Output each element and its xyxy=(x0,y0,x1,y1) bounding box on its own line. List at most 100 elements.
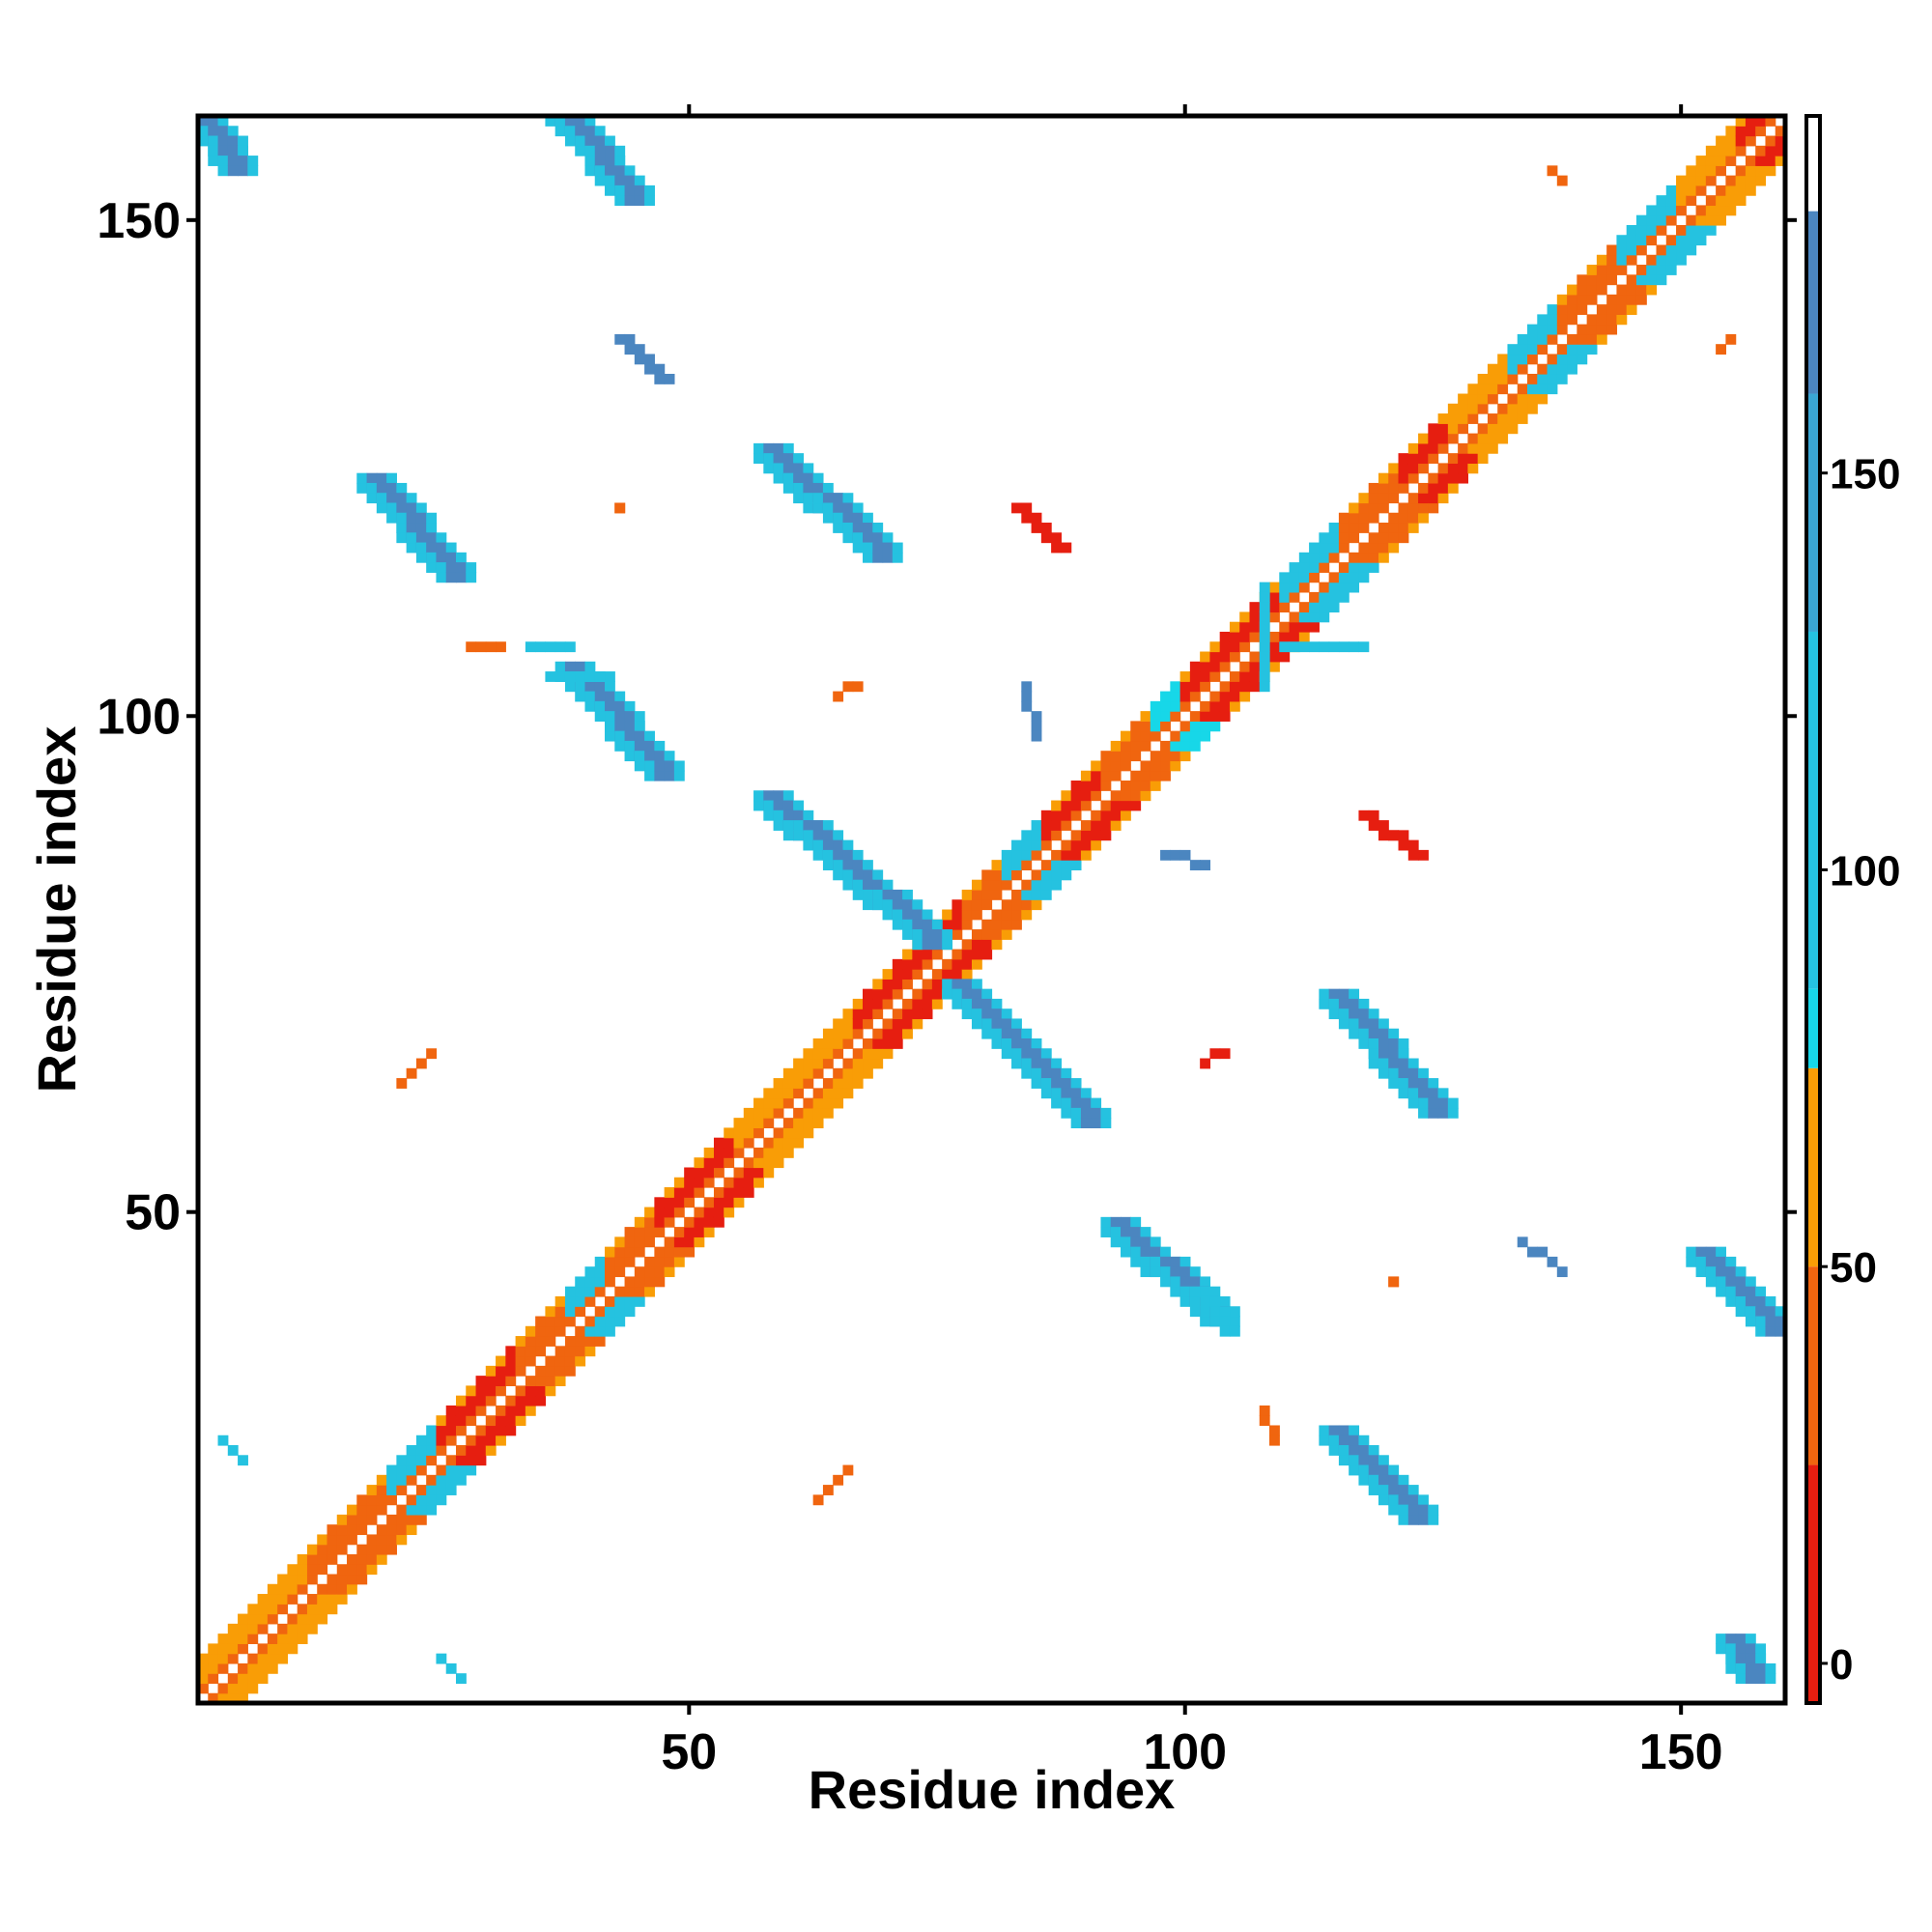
contact-cell xyxy=(1021,1048,1033,1060)
contact-cell xyxy=(634,185,645,196)
contact-cell xyxy=(1745,1662,1756,1674)
contact-cell xyxy=(1458,423,1468,435)
contact-cell xyxy=(922,998,933,1009)
contact-cell xyxy=(852,1028,864,1039)
contact-cell xyxy=(1418,482,1429,494)
contact-cell xyxy=(1547,314,1558,326)
contact-cell xyxy=(684,1187,696,1198)
contact-cell xyxy=(991,1018,1003,1030)
contact-cell xyxy=(525,1355,536,1367)
contact-cell xyxy=(1170,1276,1181,1288)
contact-cell xyxy=(822,860,834,871)
contact-cell xyxy=(852,889,864,900)
contact-cell xyxy=(386,472,397,484)
contact-cell xyxy=(624,730,636,742)
contact-cell xyxy=(406,523,417,533)
contact-cell xyxy=(594,175,606,186)
contact-cell xyxy=(703,1227,715,1237)
contact-cell xyxy=(1051,810,1062,821)
contact-cell xyxy=(1051,1088,1062,1099)
contact-cell xyxy=(564,1355,576,1367)
contact-cell xyxy=(1378,472,1389,484)
contact-cell xyxy=(902,929,913,940)
contact-cell xyxy=(1070,790,1082,802)
contact-cell xyxy=(1745,1286,1756,1297)
contact-cell xyxy=(1319,552,1330,563)
contact-cell xyxy=(347,1574,357,1585)
contact-cell xyxy=(1656,274,1667,286)
contact-cell xyxy=(793,1088,804,1099)
contact-cell xyxy=(247,1683,259,1694)
contact-cell xyxy=(525,1395,536,1406)
contact-cell xyxy=(1140,1266,1151,1278)
contact-cell xyxy=(545,1306,556,1318)
contact-cell xyxy=(515,1385,526,1397)
contact-cell xyxy=(991,939,1003,951)
contact-cell xyxy=(336,1514,348,1525)
contact-cell xyxy=(763,1147,775,1158)
contact-cell xyxy=(1319,591,1330,603)
contact-cell xyxy=(1646,235,1658,246)
contact-cell xyxy=(1189,860,1201,871)
contact-cell xyxy=(812,1097,824,1109)
contact-cell xyxy=(1467,463,1479,474)
contact-cell xyxy=(1269,602,1280,613)
contact-cell xyxy=(1368,1474,1379,1486)
contact-cell xyxy=(584,1346,596,1357)
contact-cell xyxy=(1080,1118,1092,1129)
contact-cell xyxy=(644,1216,655,1228)
contact-cell xyxy=(773,1078,784,1089)
contact-cell xyxy=(1388,493,1400,504)
contact-cell xyxy=(306,1594,318,1605)
contact-cell xyxy=(1120,1227,1131,1237)
contact-cell xyxy=(803,1107,814,1119)
contact-cell xyxy=(366,1494,378,1506)
contact-cell xyxy=(1070,1097,1082,1109)
contact-cell xyxy=(1328,582,1340,593)
contact-cell xyxy=(803,1118,814,1129)
contact-cell xyxy=(1705,165,1717,177)
contact-cell xyxy=(961,969,973,980)
contact-cell xyxy=(614,502,626,514)
contact-cell xyxy=(426,1504,438,1516)
contact-cell xyxy=(724,1197,735,1208)
contact-cell xyxy=(782,1078,794,1089)
contact-cell xyxy=(396,1078,408,1089)
contact-cell xyxy=(624,175,636,186)
contact-cell xyxy=(624,195,636,207)
contact-cell xyxy=(1755,126,1767,137)
contact-cell xyxy=(396,532,408,544)
contact-cell xyxy=(1338,523,1350,533)
contact-cell xyxy=(1120,751,1131,762)
contact-cell xyxy=(614,1246,626,1258)
contact-cell xyxy=(912,1018,923,1030)
contact-cell xyxy=(1289,572,1300,583)
contact-cell xyxy=(912,958,923,970)
contact-cell xyxy=(1398,523,1409,533)
contact-cell xyxy=(872,1028,884,1039)
contact-cell xyxy=(1428,1504,1439,1516)
contact-cell xyxy=(1378,1494,1389,1506)
contact-cell xyxy=(386,1524,397,1536)
contact-cell xyxy=(317,1604,328,1615)
contact-cell xyxy=(396,1514,408,1525)
contact-cell xyxy=(863,1067,873,1079)
contact-cell xyxy=(1695,1246,1707,1258)
contact-cell xyxy=(426,1435,438,1446)
contact-cell xyxy=(1091,810,1102,821)
contact-cell xyxy=(1219,691,1231,702)
contact-cell xyxy=(1328,1425,1340,1436)
contact-cell xyxy=(1349,572,1360,583)
contact-cell xyxy=(575,671,586,682)
contact-cell xyxy=(852,1048,864,1060)
contact-cell xyxy=(753,1107,764,1119)
contact-cell xyxy=(1517,384,1528,395)
contact-cell xyxy=(1368,1048,1379,1060)
contact-cell xyxy=(198,126,209,137)
contact-cell xyxy=(386,1534,397,1546)
contact-cell xyxy=(872,552,884,563)
contact-cell xyxy=(1725,1634,1737,1644)
contact-cell xyxy=(614,700,626,712)
contact-cell xyxy=(822,849,834,861)
contact-cell xyxy=(406,532,417,544)
